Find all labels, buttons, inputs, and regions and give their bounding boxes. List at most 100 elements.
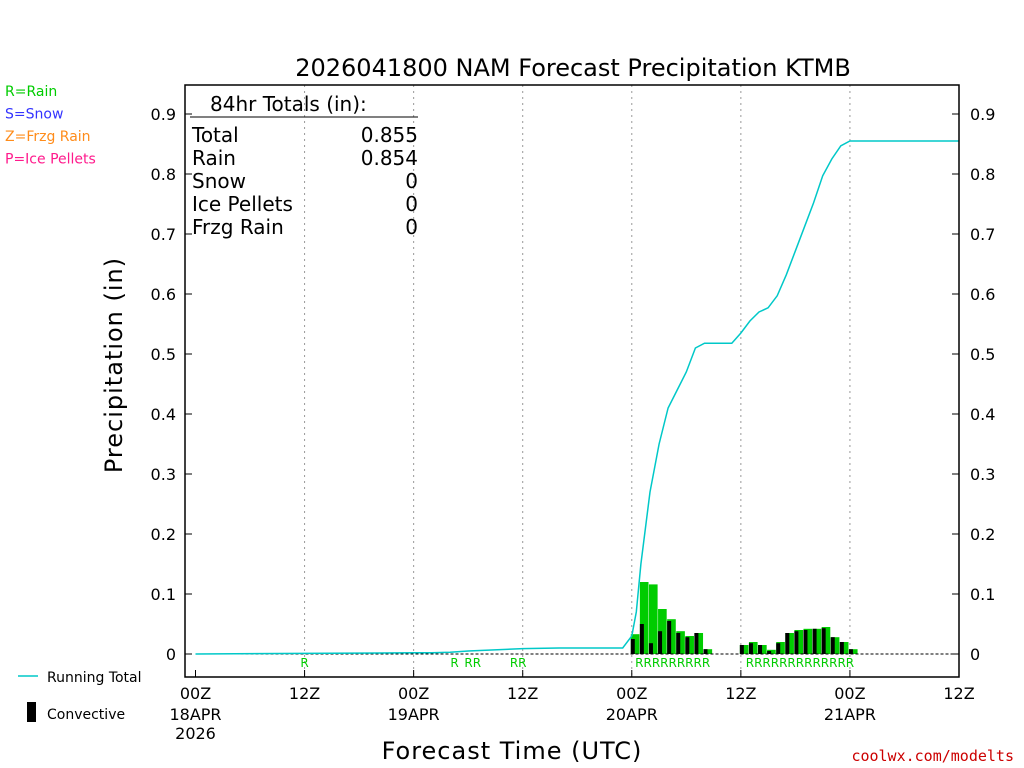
- running-total-legend: Running Total: [18, 670, 142, 686]
- precip-bar: [739, 645, 749, 654]
- x-axis-label: Forecast Time (UTC): [382, 737, 643, 765]
- ptype-legend: R=Rain S=Snow Z=Frzg Rain P=Ice Pellets: [5, 84, 96, 168]
- totals-row-value: 0: [405, 169, 418, 193]
- convective-bar: [703, 649, 708, 654]
- y-tick-label: 0.4: [970, 405, 995, 424]
- y-tick-label: 0.7: [970, 225, 995, 244]
- y-tick-label: 0.3: [970, 465, 995, 484]
- y-tick-label: 0.1: [151, 585, 176, 604]
- ptype-legend-item: R=Rain: [5, 84, 57, 100]
- convective-legend: Convective: [27, 702, 125, 723]
- ptype-marker: RR: [510, 656, 527, 670]
- y-tick-label: 0.7: [151, 225, 176, 244]
- convective-bar: [748, 643, 753, 654]
- x-tick-date: 19APR: [388, 705, 440, 724]
- ptype-legend-item: S=Snow: [5, 107, 63, 123]
- precip-bar: [839, 642, 849, 654]
- ptype-marker: R: [450, 656, 458, 670]
- ptype-marker: RRRRRRRRR: [635, 656, 710, 670]
- precip-bar: [667, 619, 676, 654]
- convective-bar: [658, 631, 663, 654]
- convective-bar: [803, 630, 808, 654]
- ptype-markers: R R RR RR RRRRRRRRR RRRRRRRRRRRRR: [300, 656, 854, 670]
- x-tick-label: 12Z: [943, 684, 974, 703]
- y-tick-label: 0.5: [151, 345, 176, 364]
- y-tick-label: 0.9: [151, 105, 176, 124]
- precip-bar: [748, 642, 758, 654]
- convective-bar: [785, 633, 790, 654]
- y-tick-label: 0.6: [151, 285, 176, 304]
- x-tick-label: 00Z: [616, 684, 647, 703]
- totals-row-value: 0: [405, 215, 418, 239]
- totals-row-value: 0.855: [361, 123, 418, 147]
- precip-bar: [758, 645, 767, 654]
- totals-row-label: Snow: [192, 169, 246, 193]
- y-tick-label: 0.8: [151, 165, 176, 184]
- convective-bar: [639, 624, 644, 654]
- totals-row-label: Frzg Rain: [192, 215, 284, 239]
- convective-bar: [667, 621, 672, 654]
- totals-header: 84hr Totals (in):: [210, 92, 367, 116]
- precip-bar: [848, 649, 858, 654]
- precip-bar: [776, 642, 785, 654]
- plot-frame: [184, 84, 960, 678]
- x-tick-label: 00Z: [180, 684, 211, 703]
- x-tick-label: 00Z: [398, 684, 429, 703]
- credit-text: coolwx.com/modelts: [851, 747, 1014, 765]
- convective-bar: [685, 637, 690, 654]
- precip-bar: [767, 649, 776, 654]
- y-axis-right: 0 0.1 0.2 0.3 0.4 0.5 0.6 0.7 0.8 0.9: [952, 105, 995, 664]
- convective-bar: [812, 628, 817, 654]
- x-tick-date: 20APR: [606, 705, 658, 724]
- y-tick-label: 0: [166, 645, 176, 664]
- precip-bar: [812, 628, 822, 654]
- gridlines: [304, 85, 851, 677]
- ptype-marker: R: [300, 656, 308, 670]
- convective-bar: [630, 639, 635, 654]
- precip-bar: [676, 631, 685, 654]
- precip-bar: [658, 609, 667, 654]
- precip-bar: [821, 627, 831, 654]
- y-axis-left: 0 0.1 0.2 0.3 0.4 0.5 0.6 0.7 0.8 0.9: [151, 105, 192, 664]
- convective-bar: [767, 651, 772, 654]
- convective-bar: [821, 628, 826, 654]
- precip-bar: [794, 630, 804, 654]
- y-tick-label: 0.9: [970, 105, 995, 124]
- ptype-legend-item: P=Ice Pellets: [5, 152, 96, 168]
- precip-bar: [830, 637, 840, 654]
- y-tick-label: 0.2: [970, 525, 995, 544]
- y-tick-label: 0.2: [151, 525, 176, 544]
- chart-title: 2026041800 NAM Forecast Precipitation KT…: [295, 54, 851, 82]
- ptype-legend-item: Z=Frzg Rain: [5, 129, 91, 145]
- y-tick-label: 0: [970, 645, 980, 664]
- totals-row-value: 0.854: [361, 146, 418, 170]
- x-tick-label: 12Z: [725, 684, 756, 703]
- totals-row-label: Rain: [192, 146, 236, 170]
- x-tick-date: 21APR: [824, 705, 876, 724]
- totals-row-label: Total: [191, 123, 239, 147]
- y-tick-label: 0.3: [151, 465, 176, 484]
- precip-bar: [694, 633, 704, 654]
- x-tick-label: 12Z: [507, 684, 538, 703]
- y-tick-label: 0.6: [970, 285, 995, 304]
- totals-box: 84hr Totals (in): Total 0.855 Rain 0.854 Snow…: [190, 92, 418, 239]
- precip-bar: [639, 582, 649, 654]
- convective-legend-swatch: [27, 702, 36, 722]
- convective-bar: [739, 645, 744, 654]
- bar-group: [630, 582, 858, 654]
- y-tick-label: 0.8: [970, 165, 995, 184]
- totals-row-label: Ice Pellets: [192, 192, 293, 216]
- convective-bar: [830, 637, 835, 654]
- convective-bar: [676, 633, 681, 654]
- precip-bar: [785, 633, 794, 654]
- convective-bar: [648, 643, 653, 654]
- totals-row-value: 0: [405, 192, 418, 216]
- x-tick-label: 00Z: [834, 684, 865, 703]
- y-tick-label: 0.4: [151, 405, 176, 424]
- precip-bar: [703, 649, 713, 654]
- convective-bar: [694, 633, 699, 654]
- convective-bar: [776, 643, 781, 654]
- x-tick-label: 12Z: [289, 684, 320, 703]
